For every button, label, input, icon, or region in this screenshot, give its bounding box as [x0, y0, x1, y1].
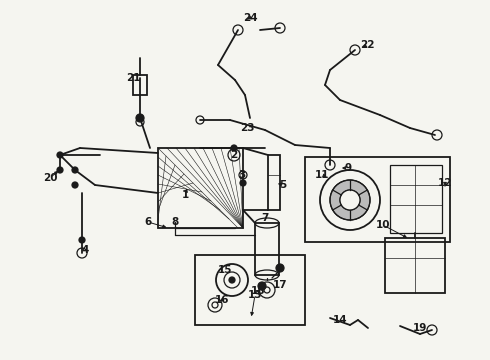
Text: 4: 4: [81, 245, 89, 255]
Circle shape: [72, 182, 78, 188]
Text: 8: 8: [172, 217, 179, 227]
Bar: [390, 165, 442, 233]
Text: 11: 11: [315, 170, 329, 180]
Bar: [133, 75, 147, 95]
Text: 13: 13: [248, 290, 262, 300]
Circle shape: [240, 180, 246, 186]
Text: 7: 7: [261, 213, 269, 223]
Bar: [255, 223, 279, 275]
Text: 12: 12: [438, 178, 452, 188]
Bar: [305, 157, 450, 242]
Bar: [268, 155, 280, 210]
Text: 6: 6: [145, 217, 151, 227]
Bar: [385, 238, 445, 293]
Text: 10: 10: [376, 220, 390, 230]
Circle shape: [136, 114, 144, 122]
Circle shape: [340, 190, 360, 210]
Text: 18: 18: [251, 286, 265, 296]
Text: 22: 22: [360, 40, 374, 50]
Text: 20: 20: [43, 173, 57, 183]
Circle shape: [72, 167, 78, 173]
Text: 21: 21: [126, 73, 140, 83]
Circle shape: [57, 167, 63, 173]
Text: 9: 9: [344, 163, 351, 173]
Bar: [158, 148, 243, 228]
Text: 14: 14: [333, 315, 347, 325]
Circle shape: [231, 145, 237, 151]
Circle shape: [276, 264, 284, 272]
Circle shape: [57, 152, 63, 158]
Text: 19: 19: [413, 323, 427, 333]
Text: 17: 17: [273, 280, 287, 290]
Circle shape: [330, 180, 370, 220]
Circle shape: [258, 282, 266, 290]
Text: 2: 2: [230, 150, 238, 160]
Text: 24: 24: [243, 13, 257, 23]
Text: 5: 5: [279, 180, 287, 190]
Text: 16: 16: [215, 295, 229, 305]
Text: 3: 3: [238, 170, 245, 180]
Text: 23: 23: [240, 123, 254, 133]
Circle shape: [79, 237, 85, 243]
Text: 15: 15: [218, 265, 232, 275]
Circle shape: [229, 277, 235, 283]
Bar: [195, 255, 305, 325]
Text: 1: 1: [181, 190, 189, 200]
